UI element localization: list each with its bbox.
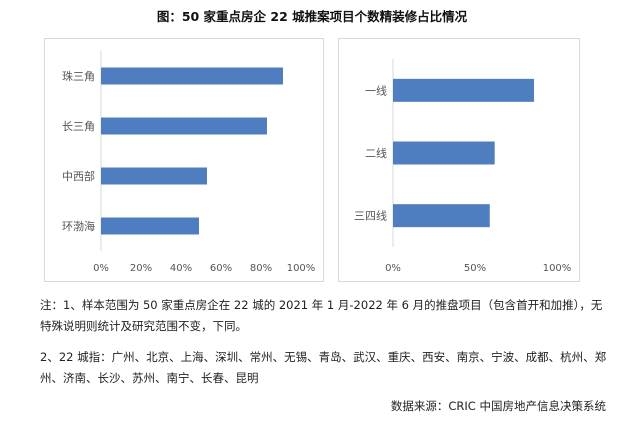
footnote-2: 2、22 城指：广州、北京、上海、深圳、常州、无锡、青岛、武汉、重庆、西安、南京… bbox=[40, 350, 607, 385]
bar-0 bbox=[393, 78, 535, 102]
footnote-1: 注：1、样本范围为 50 家重点房企在 22 城的 2021 年 1 月-202… bbox=[40, 298, 603, 333]
category-label: 珠三角 bbox=[62, 69, 95, 83]
category-label: 三四线 bbox=[354, 209, 387, 223]
category-label: 二线 bbox=[365, 146, 387, 160]
chart-panel-city-tiers: 一线二线三四线 0% 50% 100% bbox=[338, 38, 580, 282]
category-label: 中西部 bbox=[62, 169, 95, 183]
x-tick-label: 50% bbox=[464, 263, 486, 274]
bar-2 bbox=[393, 204, 490, 228]
x-tick-label: 0% bbox=[385, 263, 401, 274]
category-label: 环渤海 bbox=[62, 219, 95, 233]
x-tick-label: 20% bbox=[130, 263, 152, 274]
bar-1 bbox=[393, 141, 495, 165]
category-label: 一线 bbox=[365, 83, 387, 97]
x-tick-label: 40% bbox=[170, 263, 192, 274]
bar-2 bbox=[101, 167, 207, 185]
bar-3 bbox=[101, 217, 199, 235]
x-tick-label: 100% bbox=[287, 263, 316, 274]
x-tick-label: 60% bbox=[210, 263, 232, 274]
x-tick-label: 80% bbox=[250, 263, 272, 274]
bar-1 bbox=[101, 117, 267, 135]
data-source: 数据来源：CRIC 中国房地产信息决策系统 bbox=[390, 399, 606, 413]
chart-title: 图：50 家重点房企 22 城推案项目个数精装修占比情况 bbox=[156, 9, 468, 24]
category-label: 长三角 bbox=[62, 120, 95, 133]
x-tick-label: 0% bbox=[93, 263, 109, 274]
x-tick-label: 100% bbox=[543, 263, 572, 274]
chart-panel-regions: 珠三角长三角中西部环渤海 0% 20% 40% 60% 80% 100% bbox=[44, 38, 324, 282]
bar-0 bbox=[101, 67, 283, 85]
